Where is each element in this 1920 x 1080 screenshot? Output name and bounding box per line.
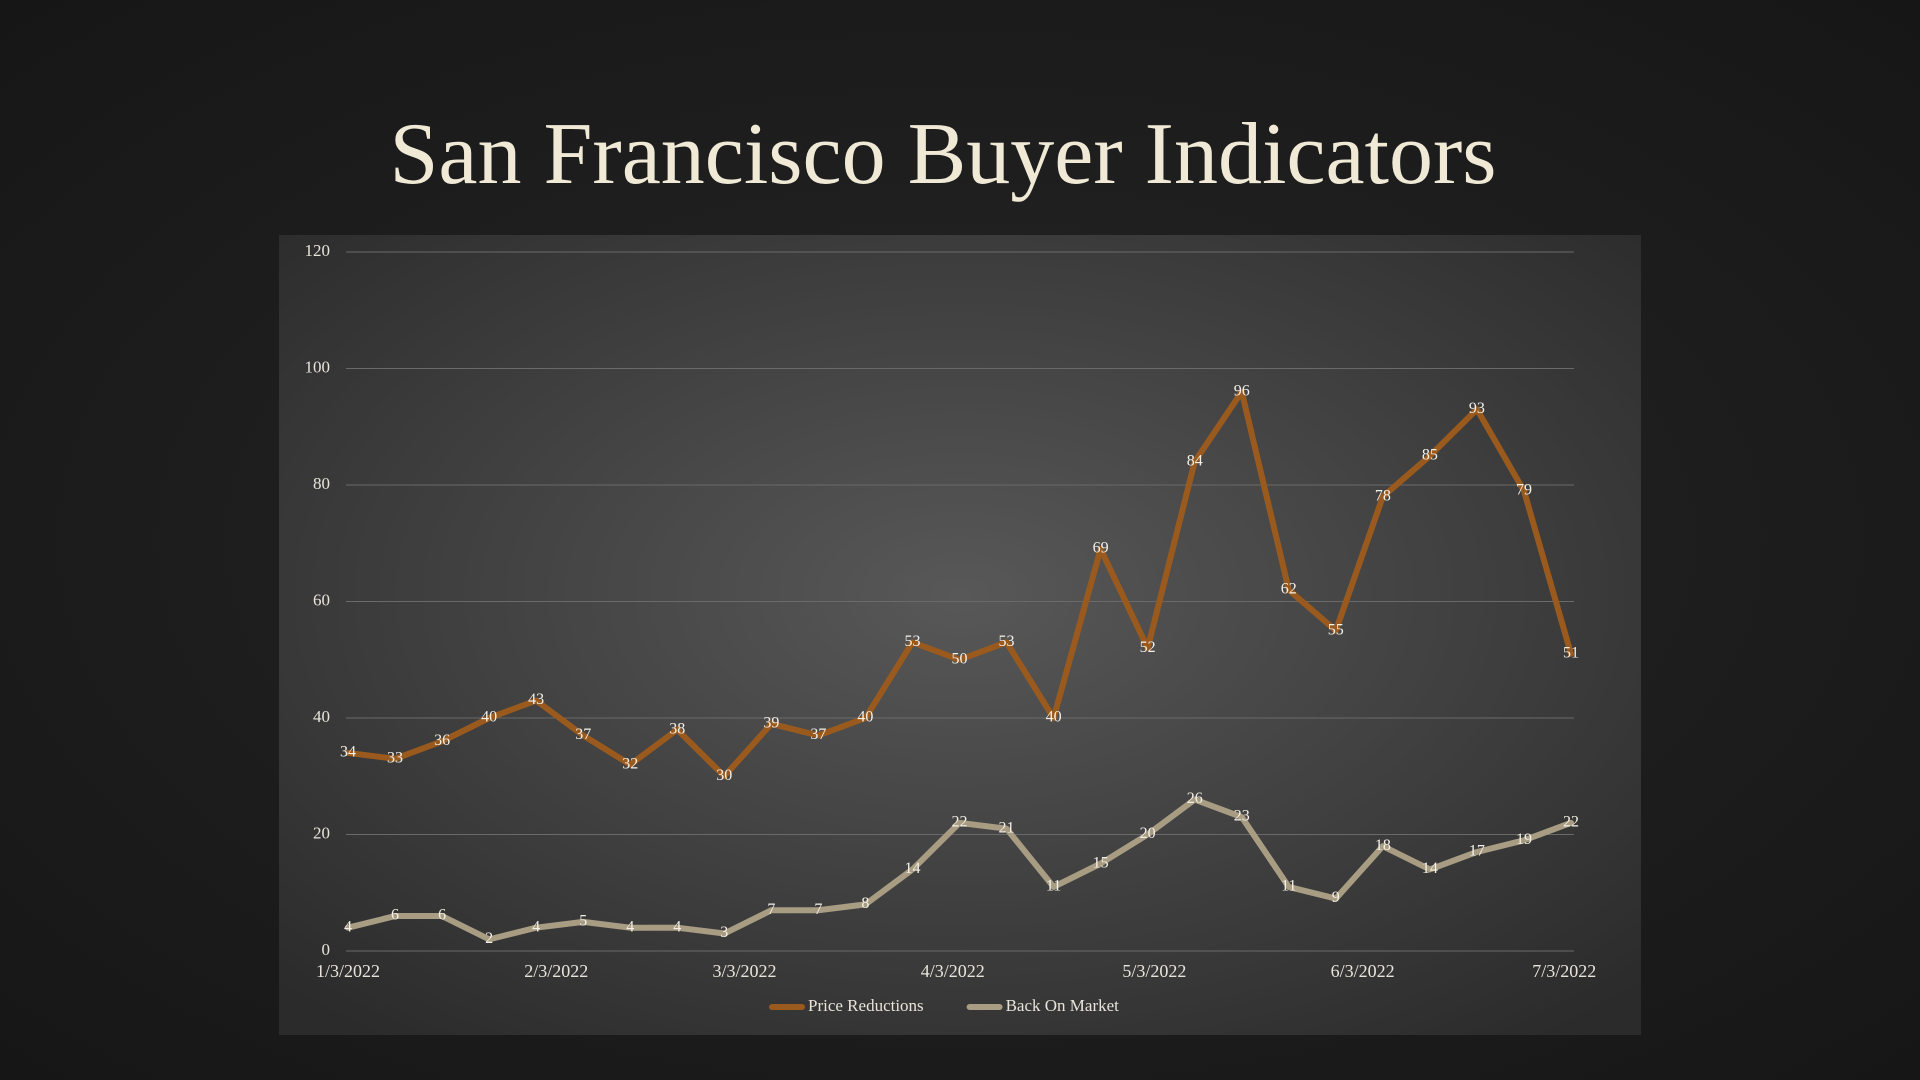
- x-tick-label: 2/3/2022: [524, 961, 588, 981]
- data-label: 14: [904, 860, 920, 877]
- data-label: 7: [767, 901, 775, 918]
- y-tick-label: 120: [305, 241, 331, 260]
- data-label: 37: [810, 726, 826, 743]
- data-label: 22: [1563, 814, 1579, 831]
- data-label: 53: [999, 633, 1015, 650]
- data-label: 4: [532, 918, 540, 935]
- data-label: 23: [1234, 808, 1250, 825]
- data-label: 8: [861, 895, 869, 912]
- y-tick-label: 80: [313, 474, 330, 493]
- data-label: 51: [1563, 645, 1579, 662]
- data-label: 32: [622, 755, 638, 772]
- y-tick-label: 100: [305, 357, 331, 376]
- x-tick-label: 5/3/2022: [1122, 961, 1186, 981]
- data-label: 34: [340, 744, 356, 761]
- legend-label: Price Reductions: [808, 996, 924, 1015]
- x-tick-label: 1/3/2022: [316, 961, 380, 981]
- data-label: 3: [720, 924, 728, 941]
- x-tick-label: 7/3/2022: [1532, 961, 1596, 981]
- data-label: 19: [1516, 831, 1532, 848]
- y-tick-label: 0: [322, 940, 331, 959]
- data-label: 7: [814, 901, 822, 918]
- data-label: 9: [1332, 889, 1340, 906]
- chart-title: San Francisco Buyer Indicators: [389, 106, 1496, 203]
- x-tick-label: 3/3/2022: [712, 961, 776, 981]
- data-label: 78: [1375, 487, 1391, 504]
- chart-panel: [279, 235, 1641, 1035]
- legend-label: Back On Market: [1006, 996, 1120, 1015]
- data-label: 6: [438, 907, 446, 924]
- data-label: 53: [904, 633, 920, 650]
- data-label: 18: [1375, 837, 1391, 854]
- data-label: 11: [1281, 878, 1296, 895]
- series-line: [345, 388, 1574, 780]
- data-label: 33: [387, 749, 403, 766]
- data-label: 40: [481, 709, 497, 726]
- data-label: 38: [669, 720, 685, 737]
- data-label: 2: [485, 930, 493, 947]
- x-tick-label: 6/3/2022: [1331, 961, 1395, 981]
- data-label: 43: [528, 691, 544, 708]
- series-line: [345, 796, 1574, 943]
- y-tick-label: 60: [313, 590, 330, 609]
- data-label: 6: [391, 907, 399, 924]
- data-label: 30: [716, 767, 732, 784]
- data-label: 14: [1422, 860, 1438, 877]
- data-label: 37: [575, 726, 591, 743]
- x-tick-label: 4/3/2022: [921, 961, 985, 981]
- data-label: 84: [1187, 452, 1203, 469]
- data-label: 62: [1281, 581, 1297, 598]
- data-label: 4: [626, 918, 634, 935]
- data-label: 22: [952, 814, 968, 831]
- data-label: 85: [1422, 447, 1438, 464]
- data-label: 15: [1093, 854, 1109, 871]
- data-label: 11: [1046, 878, 1061, 895]
- y-tick-label: 40: [313, 707, 330, 726]
- data-label: 69: [1093, 540, 1109, 557]
- data-label: 96: [1234, 382, 1250, 399]
- data-label: 55: [1328, 621, 1344, 638]
- data-label: 21: [999, 819, 1015, 836]
- data-label: 79: [1516, 481, 1532, 498]
- data-label: 5: [579, 913, 587, 930]
- data-label: 93: [1469, 400, 1485, 417]
- data-label: 39: [763, 714, 779, 731]
- data-label: 20: [1140, 825, 1156, 842]
- data-label: 40: [857, 709, 873, 726]
- data-label: 4: [344, 918, 352, 935]
- data-label: 36: [434, 732, 450, 749]
- data-label: 26: [1187, 790, 1203, 807]
- data-label: 40: [1046, 709, 1062, 726]
- data-label: 4: [673, 918, 681, 935]
- data-label: 17: [1469, 843, 1485, 860]
- data-label: 50: [952, 650, 968, 667]
- data-label: 52: [1140, 639, 1156, 656]
- y-tick-label: 20: [313, 823, 330, 842]
